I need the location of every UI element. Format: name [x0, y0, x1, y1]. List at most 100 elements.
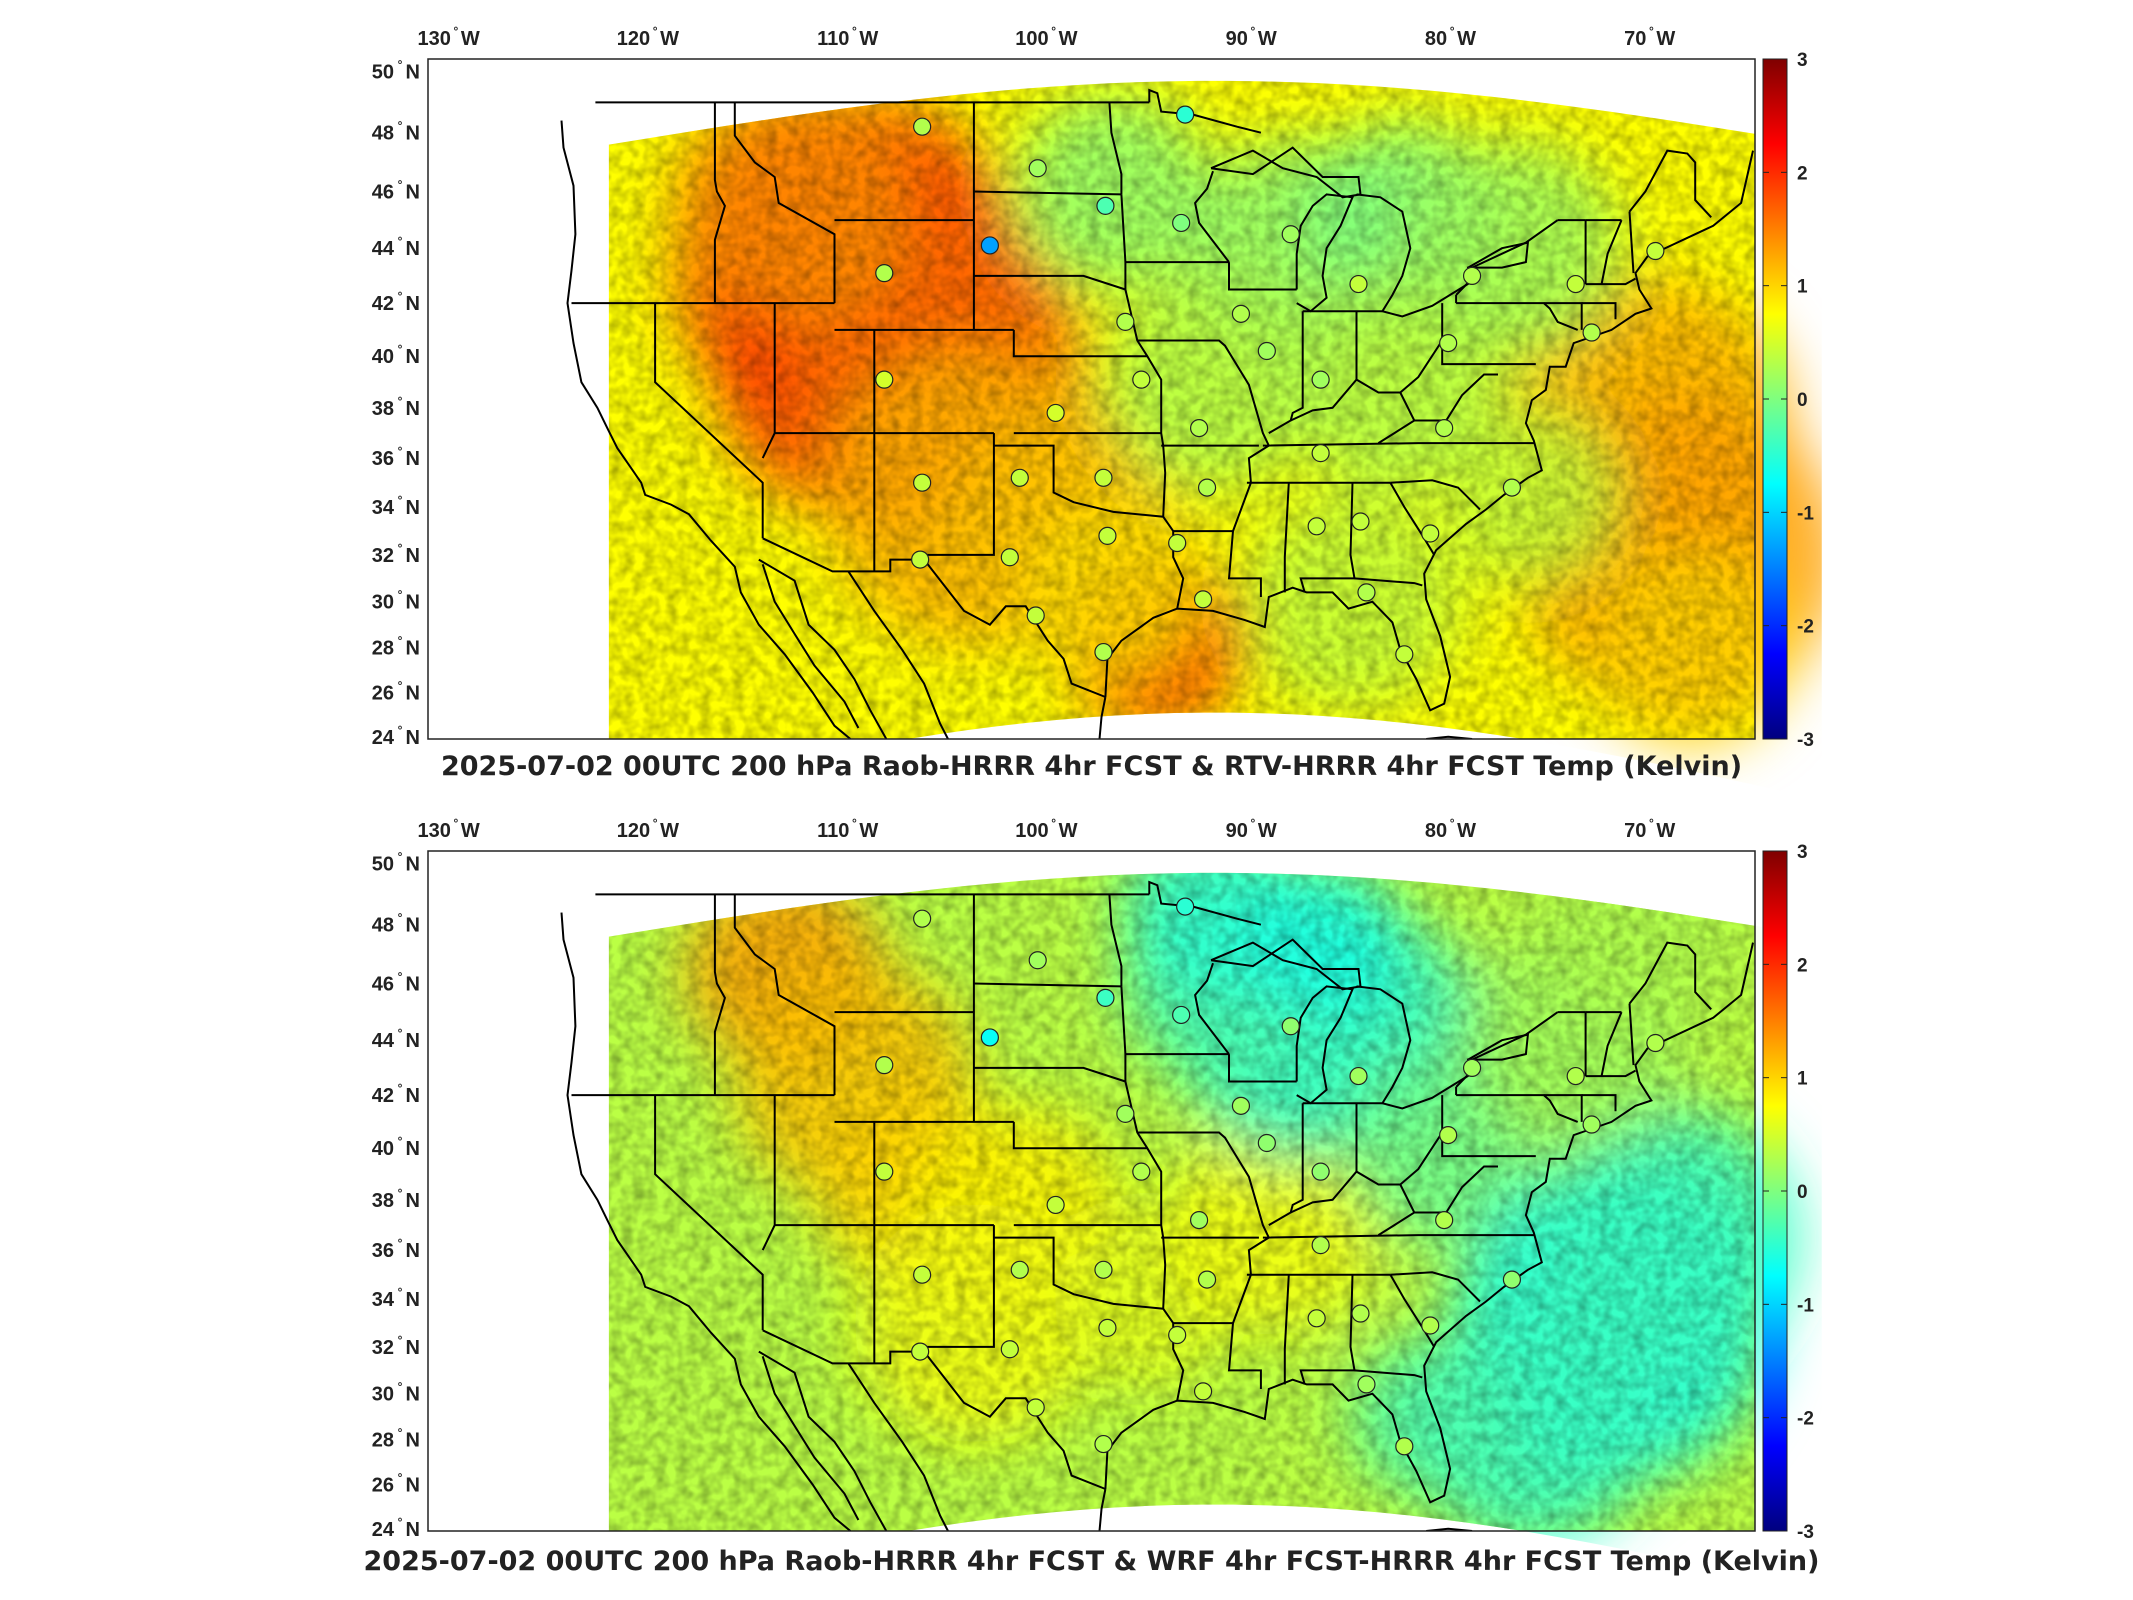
lon-label: 110 [817, 28, 849, 50]
coastline [560, 912, 852, 1531]
state-boundary [1108, 894, 1123, 987]
station-marker [1311, 370, 1330, 389]
colorbar-label: 0 [1797, 1182, 1808, 1203]
lon-hemisphere: W [1258, 820, 1277, 842]
station-marker [911, 550, 930, 569]
lat-label: 24 [372, 1519, 395, 1541]
lat-hemisphere: N [406, 1289, 420, 1311]
lon-hemisphere: W [660, 28, 679, 50]
station-marker [1646, 1033, 1665, 1053]
state-boundary [1399, 1131, 1444, 1186]
state-boundary [1262, 442, 1534, 447]
station-marker [1307, 1309, 1326, 1328]
state-boundary [973, 190, 1122, 196]
degree-symbol: ° [398, 634, 403, 648]
station-marker [1094, 468, 1113, 487]
station-marker [1028, 159, 1047, 178]
station-marker [1421, 524, 1440, 543]
state-boundary [1389, 1274, 1436, 1348]
lon-label: 70 [1624, 820, 1646, 842]
lat-label: 50 [372, 62, 394, 84]
degree-symbol: ° [398, 1236, 403, 1250]
station-marker [1197, 1270, 1217, 1289]
station-marker [875, 370, 894, 389]
lat-label: 48 [372, 915, 394, 937]
lat-label: 32 [372, 1337, 394, 1359]
lon-hemisphere: W [660, 820, 679, 842]
lat-hemisphere: N [406, 592, 420, 614]
lat-hemisphere: N [406, 1430, 420, 1452]
colorbar-label: -2 [1797, 617, 1814, 638]
lon-hemisphere: W [1656, 820, 1675, 842]
colorbar-label: -3 [1797, 1522, 1814, 1543]
station-marker [1281, 1017, 1300, 1036]
station-marker [1307, 517, 1326, 536]
degree-symbol: ° [398, 1426, 403, 1440]
state-boundary [1148, 880, 1262, 926]
degree-symbol: ° [1051, 24, 1056, 38]
coastline [1104, 942, 1754, 1504]
colorbar-label: 1 [1797, 1069, 1808, 1090]
degree-symbol: ° [398, 723, 403, 737]
lat-label: 30 [372, 592, 394, 614]
state-boundary [923, 558, 1106, 698]
lat-hemisphere: N [406, 727, 420, 749]
state-boundary [1581, 302, 1617, 320]
degree-symbol: ° [398, 969, 403, 983]
station-marker [1435, 1210, 1454, 1230]
lon-label: 130 [418, 28, 451, 50]
lon-label: 80 [1425, 28, 1447, 50]
degree-symbol: ° [398, 911, 403, 925]
station-marker [1351, 512, 1370, 531]
degree-symbol: ° [398, 234, 403, 248]
station-marker [1349, 1066, 1368, 1086]
lon-label: 120 [617, 820, 650, 842]
station-marker [1010, 1260, 1029, 1279]
station-marker [1231, 304, 1251, 323]
station-marker [1098, 1318, 1117, 1337]
coastline [847, 570, 949, 739]
degree-symbol: ° [398, 493, 403, 507]
lon-hemisphere: W [1258, 28, 1277, 50]
station-marker [1094, 1434, 1113, 1454]
field-texture [608, 872, 1755, 1531]
station-marker [980, 236, 999, 255]
state-boundary [1268, 1103, 1304, 1226]
state-boundary [1600, 1011, 1623, 1077]
lat-hemisphere: N [406, 683, 420, 705]
state-boundary [1012, 329, 1148, 358]
lat-label: 40 [372, 1138, 394, 1160]
station-marker [1566, 274, 1585, 294]
state-boundary [1354, 577, 1423, 587]
lat-hemisphere: N [406, 1337, 420, 1359]
colorbar-label: 2 [1797, 163, 1808, 184]
station-marker [1357, 583, 1376, 602]
degree-symbol: ° [1051, 816, 1056, 830]
station-marker [1395, 645, 1414, 664]
degree-symbol: ° [398, 58, 403, 72]
station-marker [1168, 1325, 1187, 1345]
lat-label: 44 [372, 238, 395, 260]
station-marker [1462, 1058, 1482, 1077]
degree-symbol: ° [398, 342, 403, 356]
colorbar-label: -1 [1797, 1295, 1814, 1316]
station-marker [1189, 418, 1209, 438]
lat-hemisphere: N [406, 238, 420, 260]
station-marker [1132, 1162, 1151, 1181]
state-boundary [1108, 102, 1123, 195]
degree-symbol: ° [852, 816, 857, 830]
degree-symbol: ° [398, 1285, 403, 1299]
degree-symbol: ° [398, 289, 403, 303]
station-marker [1193, 1382, 1213, 1401]
station-marker [1439, 1125, 1458, 1145]
state-boundary [1194, 170, 1230, 263]
station-marker [911, 1342, 930, 1361]
state-boundary [1441, 1095, 1536, 1158]
state-boundary [1456, 302, 1579, 331]
state-boundary [1194, 962, 1230, 1055]
state-boundary [1628, 1003, 1635, 1066]
lat-hemisphere: N [406, 973, 420, 995]
state-boundary [1628, 941, 1712, 1010]
lat-label: 40 [372, 346, 394, 368]
station-marker [1176, 105, 1195, 124]
